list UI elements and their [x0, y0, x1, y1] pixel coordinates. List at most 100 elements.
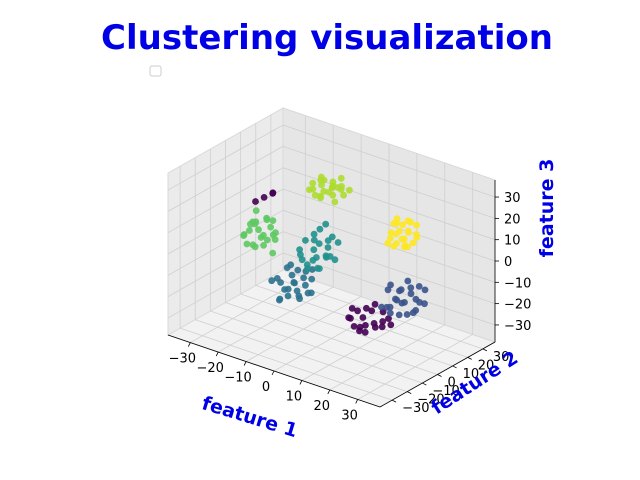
scatter-point [306, 186, 313, 194]
scatter-point [284, 285, 292, 293]
axes-grid [167, 114, 496, 401]
z-axis-label: feature 3 [536, 159, 558, 258]
scatter-point [331, 256, 339, 264]
scatter-point [392, 295, 399, 303]
x-tick-mark [299, 380, 303, 385]
x-tick-mark [187, 342, 191, 347]
scatter-point [354, 307, 361, 315]
scatter-point [395, 311, 403, 319]
scatter-point [310, 230, 318, 238]
scatter-point [340, 191, 347, 199]
y-tick-label: −20 [417, 393, 444, 408]
scatter-point [316, 225, 324, 233]
scatter-point [362, 322, 369, 329]
scatter-point [304, 289, 312, 297]
y-gridline [225, 302, 438, 375]
scatter-point [378, 323, 386, 331]
scatter-point [407, 218, 414, 226]
scatter-point [263, 236, 271, 244]
scatter-point [356, 327, 363, 335]
x-tick-label: 10 [286, 389, 303, 404]
scatter-point [260, 231, 267, 239]
x-tick-mark [271, 370, 275, 376]
y-tick-label: 10 [463, 367, 480, 382]
scatter-point [276, 296, 283, 304]
y-gridline [179, 327, 393, 401]
scatter-point [252, 207, 260, 215]
scatter-point [314, 265, 321, 272]
scatter-point [296, 295, 303, 303]
scatter-point [334, 184, 342, 191]
scatter-point [246, 227, 253, 234]
scatter-point [310, 246, 318, 254]
y-tick-mark [437, 374, 442, 377]
y-tick-mark [452, 365, 457, 369]
y-gridline [210, 310, 423, 384]
scatter-point [302, 281, 309, 289]
z-gridline [282, 145, 496, 219]
scatter-point [322, 220, 330, 228]
scatter-point [403, 311, 411, 318]
scatter-point [407, 284, 415, 292]
z-gridline [167, 124, 284, 191]
scatter-point [260, 194, 268, 201]
scatter-point [386, 235, 394, 242]
y-tick-label: −30 [402, 401, 429, 416]
scatter-point [294, 266, 302, 274]
x-tick-label: 0 [262, 380, 270, 395]
scatter-point [371, 324, 379, 331]
scatter-point [284, 292, 292, 300]
z-gridline [282, 188, 496, 262]
scatter-point [421, 300, 428, 308]
scatter-point [409, 239, 417, 247]
scatter-point [413, 221, 420, 229]
z-tick-label: 30 [504, 191, 521, 206]
scatter-point [309, 179, 317, 187]
scatter-point [390, 220, 397, 227]
scatter-point [383, 303, 391, 311]
scatter-point [371, 300, 379, 308]
scatter-point [300, 274, 307, 282]
scatter-point [255, 226, 262, 234]
scatter-point [308, 275, 316, 283]
scatter-point [272, 229, 279, 237]
scatter-point [404, 277, 412, 285]
scatter-point [404, 227, 412, 235]
z-tick-label: −20 [504, 298, 531, 313]
scatter-point [368, 307, 376, 315]
scatter-point [421, 286, 429, 294]
scatter-point [269, 249, 277, 257]
scatter-point [268, 277, 276, 285]
scatter-point [251, 220, 259, 228]
scatter-point [267, 223, 274, 231]
scatter-point [325, 188, 333, 196]
scatter-point [297, 251, 304, 259]
scatter-point [400, 235, 408, 243]
scatter-point [303, 261, 311, 269]
scatter-point [393, 240, 400, 248]
scatter-point [273, 275, 281, 282]
z-tick-label: 20 [504, 212, 521, 227]
z-gridline [167, 252, 284, 319]
y-gridline [240, 293, 453, 367]
scatter-point [415, 283, 423, 290]
z-gridline [167, 167, 284, 234]
scatter-point [302, 237, 309, 244]
y-tick-mark [391, 399, 397, 403]
scatter-point [243, 240, 251, 248]
x-tick-label: −10 [224, 371, 251, 386]
z-tick-label: −10 [504, 276, 531, 291]
scatter-point [310, 236, 318, 244]
scatter-point [331, 198, 339, 206]
scatter-point [320, 187, 328, 195]
x-tick-mark [355, 399, 359, 404]
x-tick-mark [243, 361, 247, 366]
scatter-point [387, 321, 395, 329]
scatter-point [401, 299, 408, 306]
scatter-point [345, 314, 353, 321]
scatter-point [317, 176, 325, 184]
scatter-point [379, 318, 387, 325]
z-tick-label: 10 [504, 234, 521, 249]
y-gridline [270, 276, 484, 350]
scatter-point [393, 215, 401, 223]
